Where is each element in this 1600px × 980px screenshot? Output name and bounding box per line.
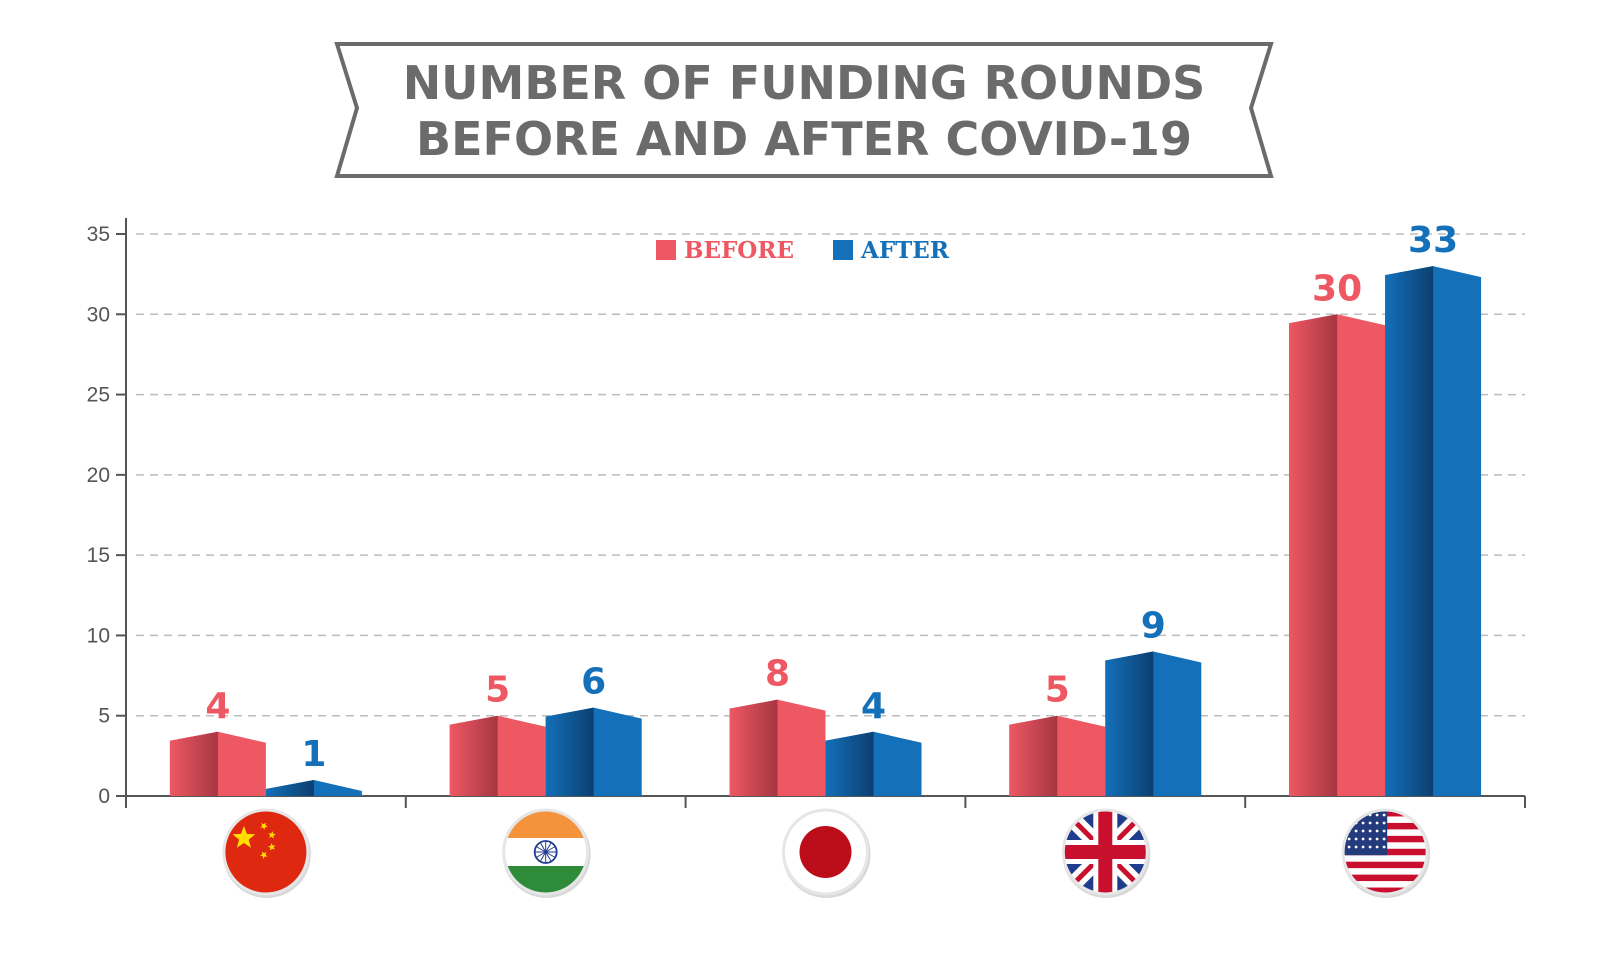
y-tick-label: 20 [87, 464, 110, 487]
bar-after-shade [1385, 266, 1434, 797]
value-label-after: 6 [581, 662, 606, 703]
title-banner: NUMBER OF FUNDING ROUNDS BEFORE AND AFTE… [334, 42, 1274, 178]
india-flag-icon [502, 808, 591, 898]
legend-before-label: BEFORE [684, 237, 794, 264]
y-tick-label: 5 [98, 705, 110, 728]
value-label-after: 1 [301, 734, 326, 775]
y-tick-label: 0 [98, 785, 110, 808]
value-label-after: 33 [1408, 220, 1458, 261]
title-line-2: BEFORE AND AFTER COVID-19 [416, 112, 1192, 166]
bar-before-shade [1009, 715, 1058, 796]
legend-after-label: AFTER [860, 237, 950, 264]
china-flag-icon [222, 808, 311, 898]
bar-before-shade [729, 699, 778, 796]
bar-after [545, 707, 642, 796]
y-tick-label: 35 [87, 223, 110, 246]
bar-after [1385, 266, 1482, 797]
legend-after-swatch [833, 240, 853, 260]
value-label-after: 4 [861, 686, 886, 727]
bar-before [1289, 314, 1386, 796]
gridlines [136, 233, 1525, 717]
bar-after [265, 779, 362, 796]
bar-before-shade [169, 731, 218, 796]
bar-after-shade [1105, 651, 1154, 796]
legend: BEFORE AFTER [656, 237, 950, 264]
title-line-1: NUMBER OF FUNDING ROUNDS [403, 56, 1206, 110]
usa-flag-icon [1341, 808, 1431, 898]
japan-flag-icon [782, 808, 871, 898]
legend-before-swatch [656, 240, 676, 260]
value-label-before: 8 [765, 654, 790, 695]
bar-before-shade [1289, 314, 1338, 796]
bar-after-shade [265, 779, 314, 796]
value-labels: 4 1 5 6 8 4 5 9 30 33 [205, 220, 1458, 775]
y-tick-label: 15 [87, 544, 110, 567]
value-label-before: 5 [485, 670, 510, 711]
title-banner-shape [334, 42, 1274, 178]
bar-after [1105, 651, 1202, 796]
bar-before [729, 699, 826, 796]
bar-before [169, 731, 266, 796]
bar-after-shade [545, 707, 594, 796]
bar-before [1009, 715, 1106, 796]
value-label-after: 9 [1141, 605, 1166, 646]
country-flags [222, 808, 1431, 898]
value-label-before: 30 [1312, 268, 1362, 309]
bar-after [825, 731, 922, 796]
value-label-before: 5 [1045, 670, 1070, 711]
bar-before-shade [449, 715, 498, 796]
value-label-before: 4 [205, 686, 230, 727]
y-tick-label: 25 [87, 384, 110, 407]
bar-before [449, 715, 546, 796]
y-tick-label: 30 [87, 303, 110, 326]
y-tick-label: 10 [87, 624, 110, 647]
bars [169, 266, 1482, 797]
bar-after-shade [825, 731, 874, 796]
uk-flag-icon [1061, 808, 1151, 898]
